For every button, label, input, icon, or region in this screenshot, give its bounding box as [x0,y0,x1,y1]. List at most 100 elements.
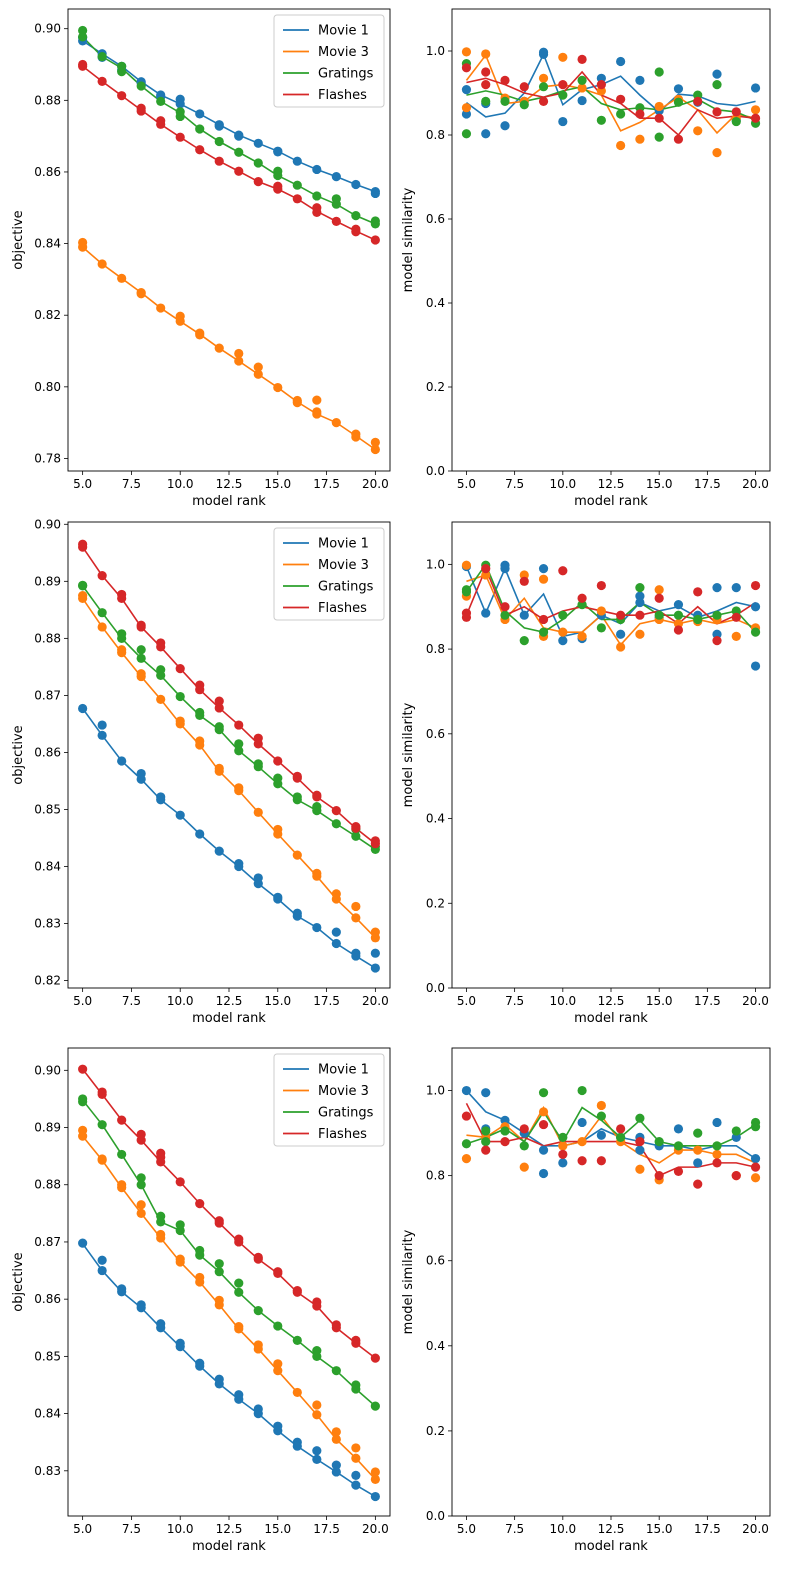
data-point-flashes [519,1124,529,1134]
series-line-flashes [81,546,376,845]
data-point-movie-3 [214,1300,224,1310]
data-point-movie-1 [214,846,224,856]
data-point-movie-3 [351,901,361,912]
axes-frame [451,521,771,989]
series-line-flashes [82,1068,376,1359]
data-point-gratings [481,1137,491,1147]
x-tick-label: 7.5 [122,1522,141,1536]
data-point-gratings [596,1111,606,1121]
data-point-movie-1 [558,1158,568,1168]
data-point-movie-1 [273,894,283,904]
data-point-movie-1 [175,99,185,109]
data-point-flashes [214,156,224,166]
y-tick-label: 0.0 [426,981,445,995]
data-point-movie-3 [558,1141,568,1151]
data-point-movie-1 [712,629,722,639]
data-point-movie-3 [234,1324,244,1334]
data-point-gratings [175,1225,185,1236]
data-point-gratings [654,1137,664,1147]
series-line-gratings [81,585,376,851]
y-tick-label: 0.2 [426,896,445,910]
data-point-flashes [156,642,166,652]
data-point-flashes [136,106,146,116]
data-point-movie-3 [538,1107,549,1117]
legend-box [273,527,385,621]
data-point-flashes [253,739,263,749]
legend: Movie 1 Movie 3 Gratings Flashes [273,527,385,621]
data-point-movie-3 [712,148,722,158]
data-point-flashes [97,1089,107,1099]
data-point-flashes [538,1119,549,1130]
data-point-movie-1 [481,608,491,618]
data-point-movie-3 [461,103,472,113]
x-tick-label: 20.0 [362,477,389,491]
data-point-movie-1 [538,1168,549,1179]
data-point-gratings [461,1139,472,1149]
y-tick-label: 0.2 [426,380,445,394]
legend-label: Flashes [318,1127,367,1142]
data-point-movie-1 [214,1379,224,1389]
x-tick-label: 7.5 [122,994,141,1008]
data-point-movie-3 [461,1154,472,1164]
data-point-movie-1 [481,1088,491,1098]
data-point-gratings [616,1132,626,1142]
series-line-movie-1 [465,566,756,638]
data-point-flashes [273,184,283,194]
data-point-movie-3 [596,606,606,616]
y-tick-label: 1.0 [426,44,445,58]
x-tick-label: 7.5 [505,477,524,491]
data-point-gratings [673,610,684,620]
legend-label: Flashes [318,601,367,616]
data-point-movie-1 [635,75,645,85]
data-point-movie-3 [577,631,587,641]
x-tick-label: 5.0 [73,994,92,1008]
panel-row3-similarity: 5.0 7.5 10.0 12.5 15.0 17.5 20.0 0.0 0.2 0.4 0.6 0.… [401,1047,771,1554]
data-point-flashes [577,593,587,603]
data-point-gratings [635,1113,645,1123]
y-tick-label: 0.78 [34,451,61,465]
data-point-movie-3 [253,1344,263,1354]
x-tick-label: 12.5 [598,994,625,1008]
y-tick-label: 0.8 [426,1169,445,1183]
data-point-gratings [654,132,664,142]
data-point-movie-3 [292,1387,302,1398]
data-point-gratings [234,746,244,756]
data-point-gratings [253,158,263,168]
data-point-gratings [731,1126,741,1136]
series-line-gratings [82,36,376,225]
data-point-flashes [481,564,491,574]
data-point-movie-3 [253,362,263,372]
series-line-gratings [82,1099,376,1407]
x-tick-label: 17.5 [694,994,721,1008]
data-point-gratings [538,82,549,92]
data-point-movie-3 [214,343,224,353]
y-tick-label: 0.82 [34,974,61,988]
data-point-movie-1 [234,1394,244,1404]
data-point-movie-1 [331,938,341,949]
data-point-movie-1 [292,1441,302,1451]
data-point-flashes [519,576,529,586]
data-point-movie-1 [292,156,302,166]
data-point-flashes [97,76,107,86]
x-tick-label: 10.0 [549,1522,576,1536]
data-point-gratings [616,109,626,119]
x-tick-label: 20.0 [742,1522,769,1536]
y-axis-label: model similarity [401,1229,416,1334]
data-point-gratings [461,129,472,139]
data-point-flashes [750,113,761,123]
data-point-movie-1 [616,56,626,67]
axes-frame [451,8,771,472]
data-point-flashes [577,1156,587,1166]
data-point-flashes [370,235,380,245]
data-point-gratings [292,1335,302,1345]
data-point-movie-3 [331,894,341,904]
plot-area [461,560,761,671]
data-point-movie-1 [195,109,205,119]
x-tick-label: 10.0 [549,477,576,491]
data-point-gratings [351,1384,361,1394]
x-tick-label: 20.0 [742,994,769,1008]
x-tick-label: 10.0 [549,994,576,1008]
data-point-flashes [214,703,224,713]
y-tick-label: 0.90 [34,517,61,531]
